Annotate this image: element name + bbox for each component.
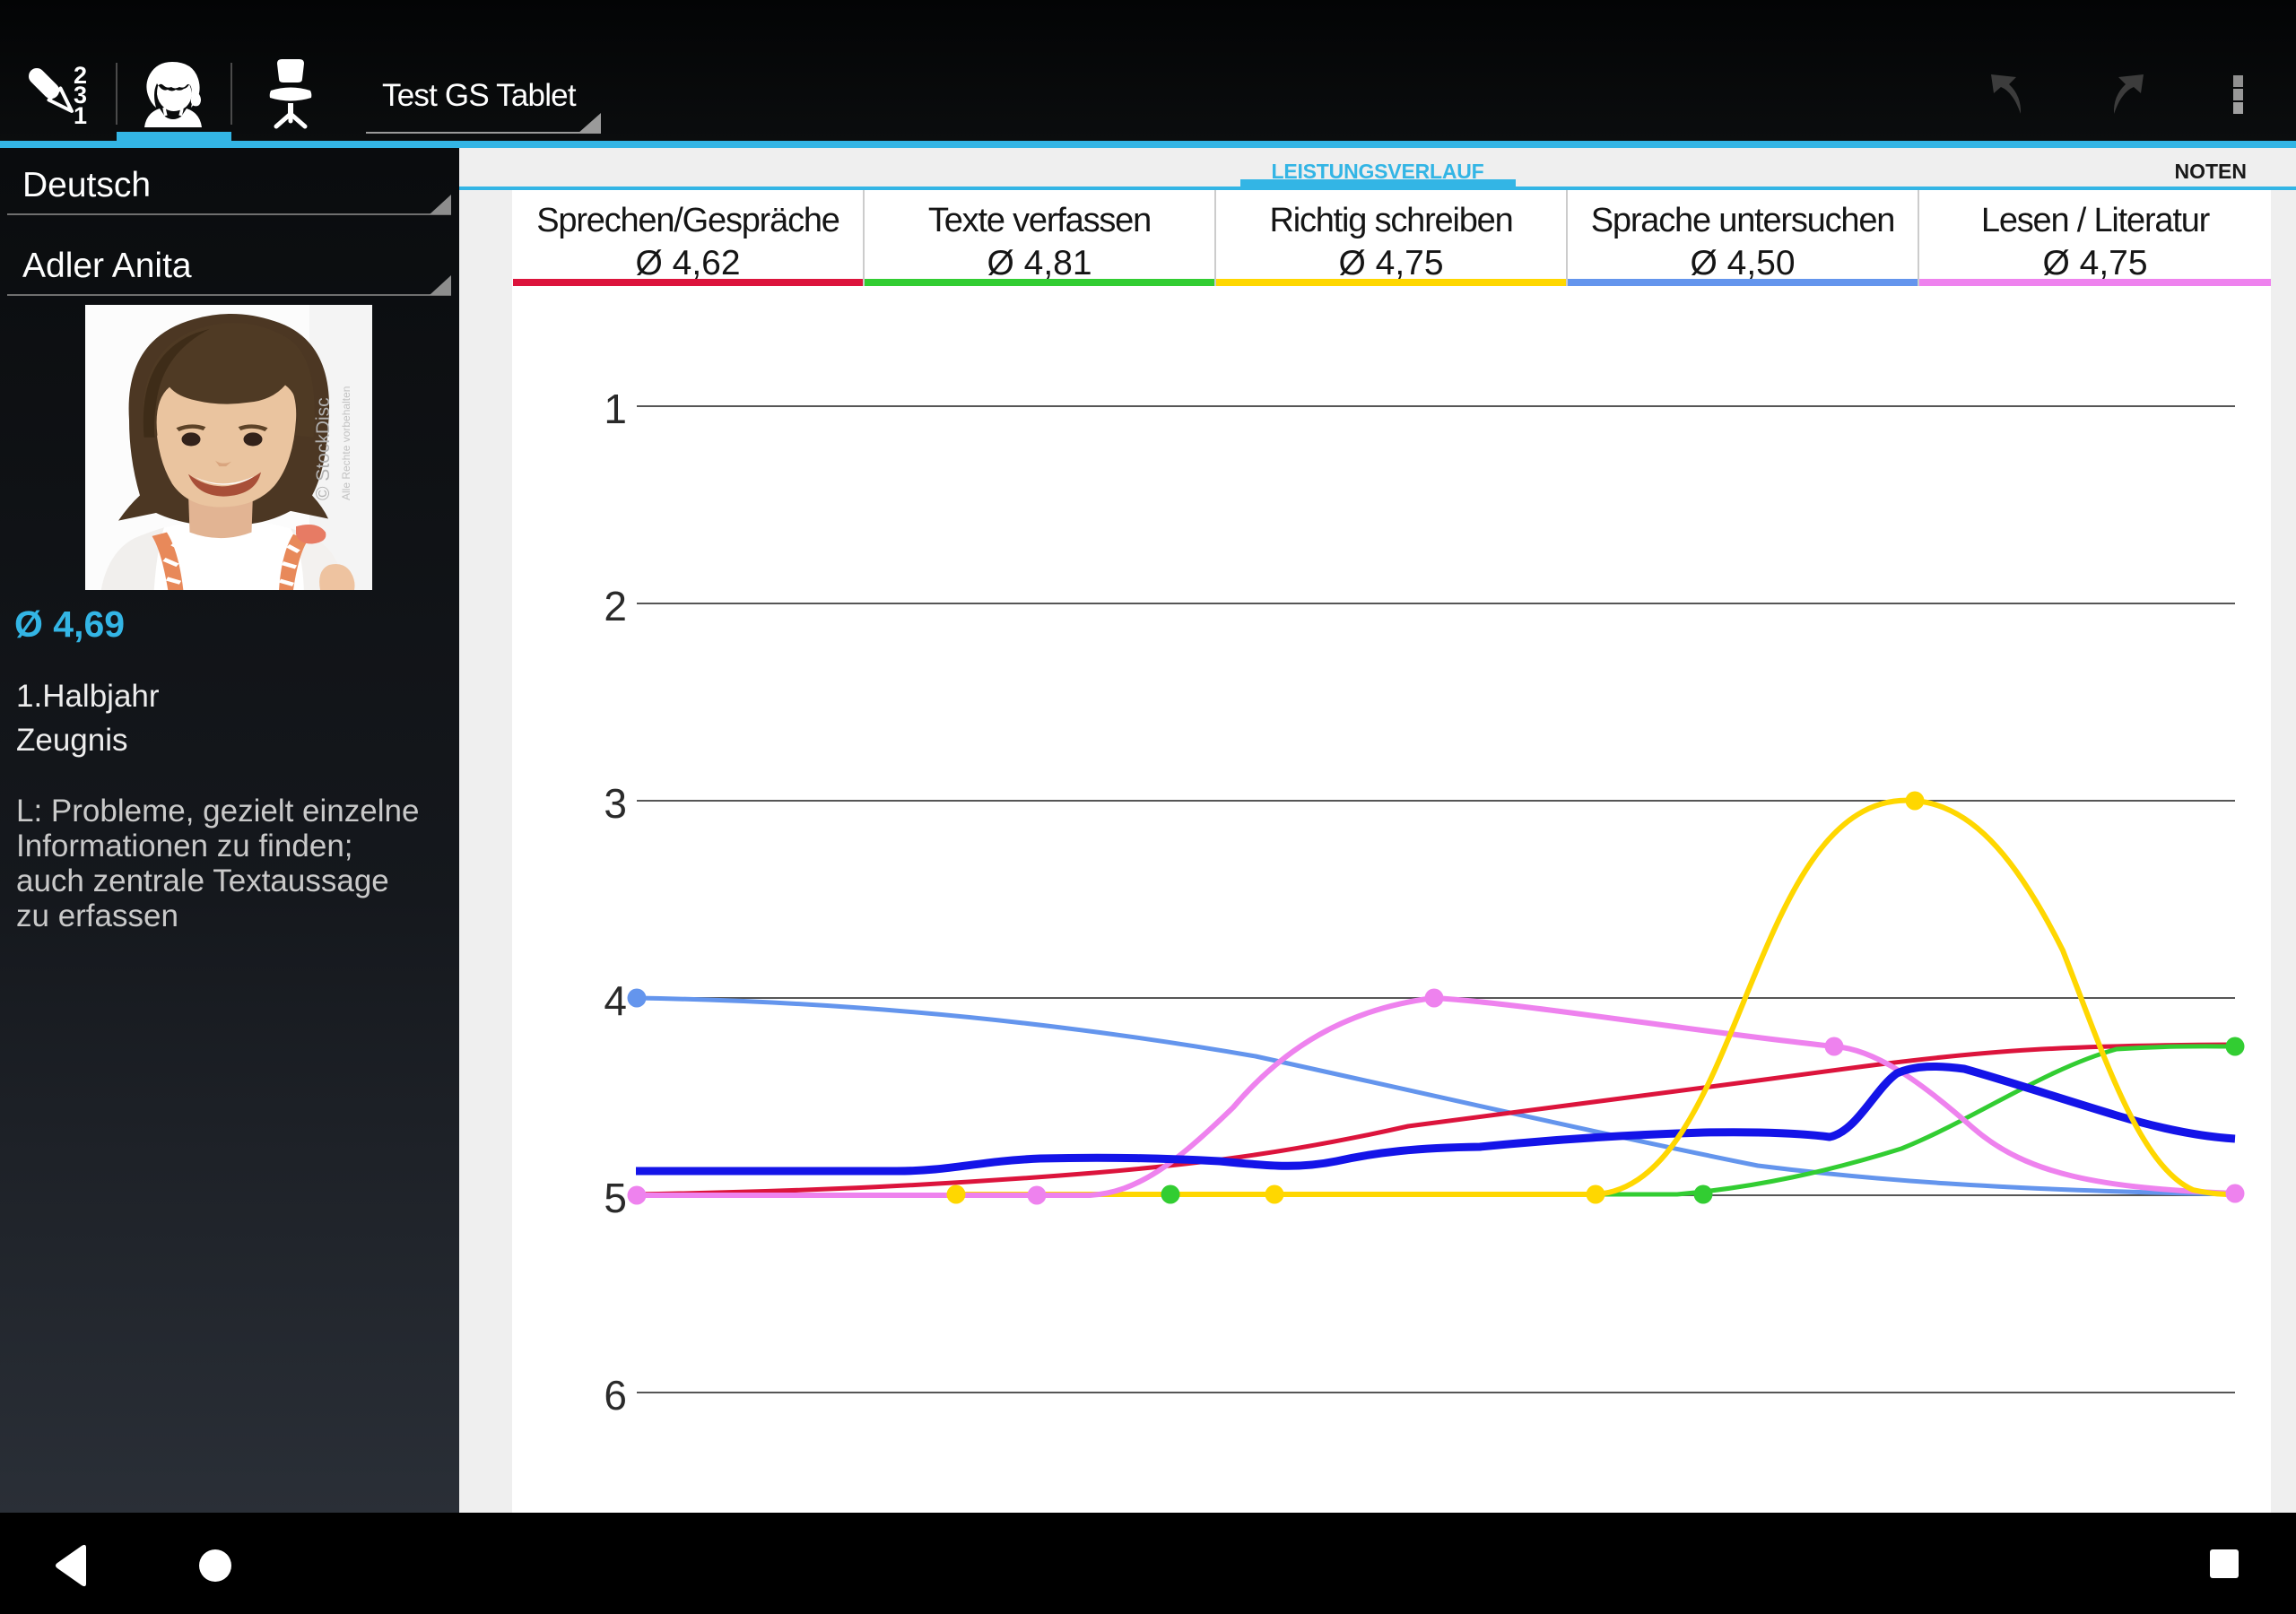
svg-text:© StockDisc: © StockDisc <box>313 397 334 500</box>
svg-text:1: 1 <box>74 102 87 129</box>
svg-text:2: 2 <box>74 62 87 89</box>
svg-text:Alle Rechte vorbehalten: Alle Rechte vorbehalten <box>340 386 352 500</box>
svg-text:3: 3 <box>74 82 87 108</box>
